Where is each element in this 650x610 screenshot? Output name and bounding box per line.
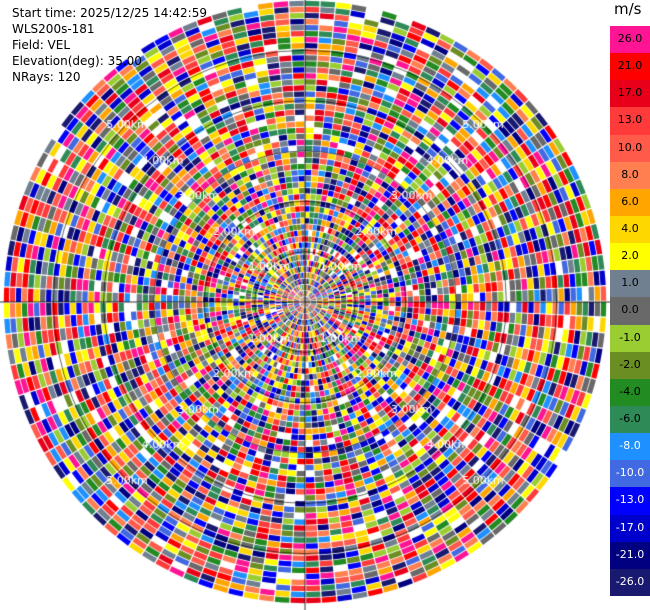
- colorbar-tick-label: 10.0: [617, 140, 643, 154]
- colorbar-tick-label: 0.0: [621, 303, 639, 317]
- colorbar-tick-label: 21.0: [617, 59, 643, 73]
- velocity-ppi-plot: [0, 0, 610, 610]
- colorbar-tick-label: -2.0: [619, 357, 641, 371]
- colorbar-swatch: [610, 541, 650, 570]
- colorbar-swatch: [610, 270, 650, 298]
- elevation-text: Elevation(deg): 35.00: [12, 54, 142, 68]
- colorbar-swatch: [610, 53, 650, 81]
- field-text: Field: VEL: [12, 38, 71, 52]
- colorbar-tick-label: -30.0: [615, 596, 645, 609]
- colorbar-swatch: [610, 460, 650, 488]
- colorbar-swatch: [610, 351, 650, 380]
- colorbar-tick-label: -13.0: [615, 493, 645, 507]
- colorbar-tick-label: 2.0: [621, 249, 639, 263]
- colorbar-tick-label: -1.0: [619, 330, 641, 344]
- colorbar-tick-label: 4.0: [621, 222, 639, 235]
- colorbar-tick-label: -4.0: [619, 384, 641, 398]
- colorbar-tick-label: -26.0: [615, 574, 645, 588]
- colorbar-swatch: [610, 406, 650, 434]
- colorbar-swatch: [610, 378, 650, 407]
- colorbar-swatch: [610, 487, 650, 516]
- colorbar-tick-label: 6.0: [621, 194, 639, 208]
- colorbar-tick-label: 17.0: [617, 86, 643, 100]
- colorbar-swatch: [610, 161, 650, 190]
- colorbar-swatch: [610, 324, 650, 353]
- colorbar-tick-label: -6.0: [619, 412, 641, 425]
- station-text: WLS200s-181: [12, 22, 95, 36]
- colorbar-swatch: [610, 568, 650, 597]
- colorbar-swatch: [610, 297, 650, 326]
- colorbar-swatch: [610, 80, 650, 108]
- colorbar-swatch: [610, 243, 650, 271]
- start-time-text: Start time: 2025/12/25 14:42:59: [12, 6, 207, 20]
- colorbar-tick-label: 8.0: [621, 167, 639, 181]
- colorbar-unit: m/s: [614, 0, 642, 18]
- colorbar-tick-label: 26.0: [617, 32, 643, 45]
- nrays-text: NRays: 120: [12, 70, 81, 84]
- colorbar-swatch: [610, 26, 650, 54]
- colorbar-swatch: [610, 514, 650, 543]
- colorbar-tick-label: 13.0: [617, 113, 643, 127]
- colorbar-tick-label: -17.0: [615, 520, 645, 534]
- colorbar-swatch: [610, 188, 650, 217]
- colorbar-tick-label: -8.0: [619, 439, 641, 453]
- colorbar-swatch: [610, 134, 650, 163]
- colorbar-swatch: [610, 107, 650, 136]
- colorbar-swatch: [610, 216, 650, 244]
- colorbar-tick-label: 1.0: [621, 276, 639, 290]
- colorbar-swatch: [610, 433, 650, 461]
- colorbar-tick-label: -10.0: [615, 466, 645, 480]
- colorbar-tick-label: -21.0: [615, 547, 645, 561]
